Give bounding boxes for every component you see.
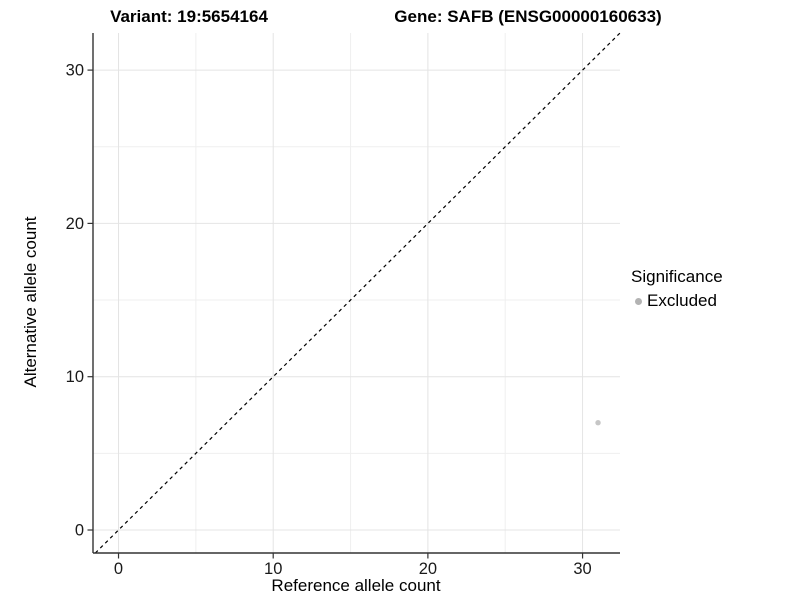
identity-dashed-line bbox=[94, 32, 621, 554]
y-tick-label: 10 bbox=[66, 368, 84, 386]
x-tick-label: 10 bbox=[264, 560, 282, 578]
legend-entry-label: Excluded bbox=[647, 291, 717, 311]
x-tick-label: 0 bbox=[114, 560, 123, 578]
x-tick-label: 20 bbox=[419, 560, 437, 578]
x-tick-label: 30 bbox=[573, 560, 591, 578]
data-point bbox=[595, 419, 601, 426]
y-tick-label: 20 bbox=[66, 215, 84, 233]
y-tick-label: 30 bbox=[66, 62, 84, 80]
legend: Significance Excluded bbox=[631, 266, 723, 311]
legend-title: Significance bbox=[631, 267, 723, 286]
x-axis-title: Reference allele count bbox=[271, 576, 441, 595]
legend-entry-excluded: Excluded bbox=[635, 291, 723, 311]
plot-title-variant: Variant: 19:5654164 bbox=[110, 7, 268, 26]
plot-title-gene: Gene: SAFB (ENSG00000160633) bbox=[394, 7, 662, 26]
y-tick-label: 0 bbox=[75, 522, 84, 540]
legend-point-icon bbox=[635, 297, 642, 305]
